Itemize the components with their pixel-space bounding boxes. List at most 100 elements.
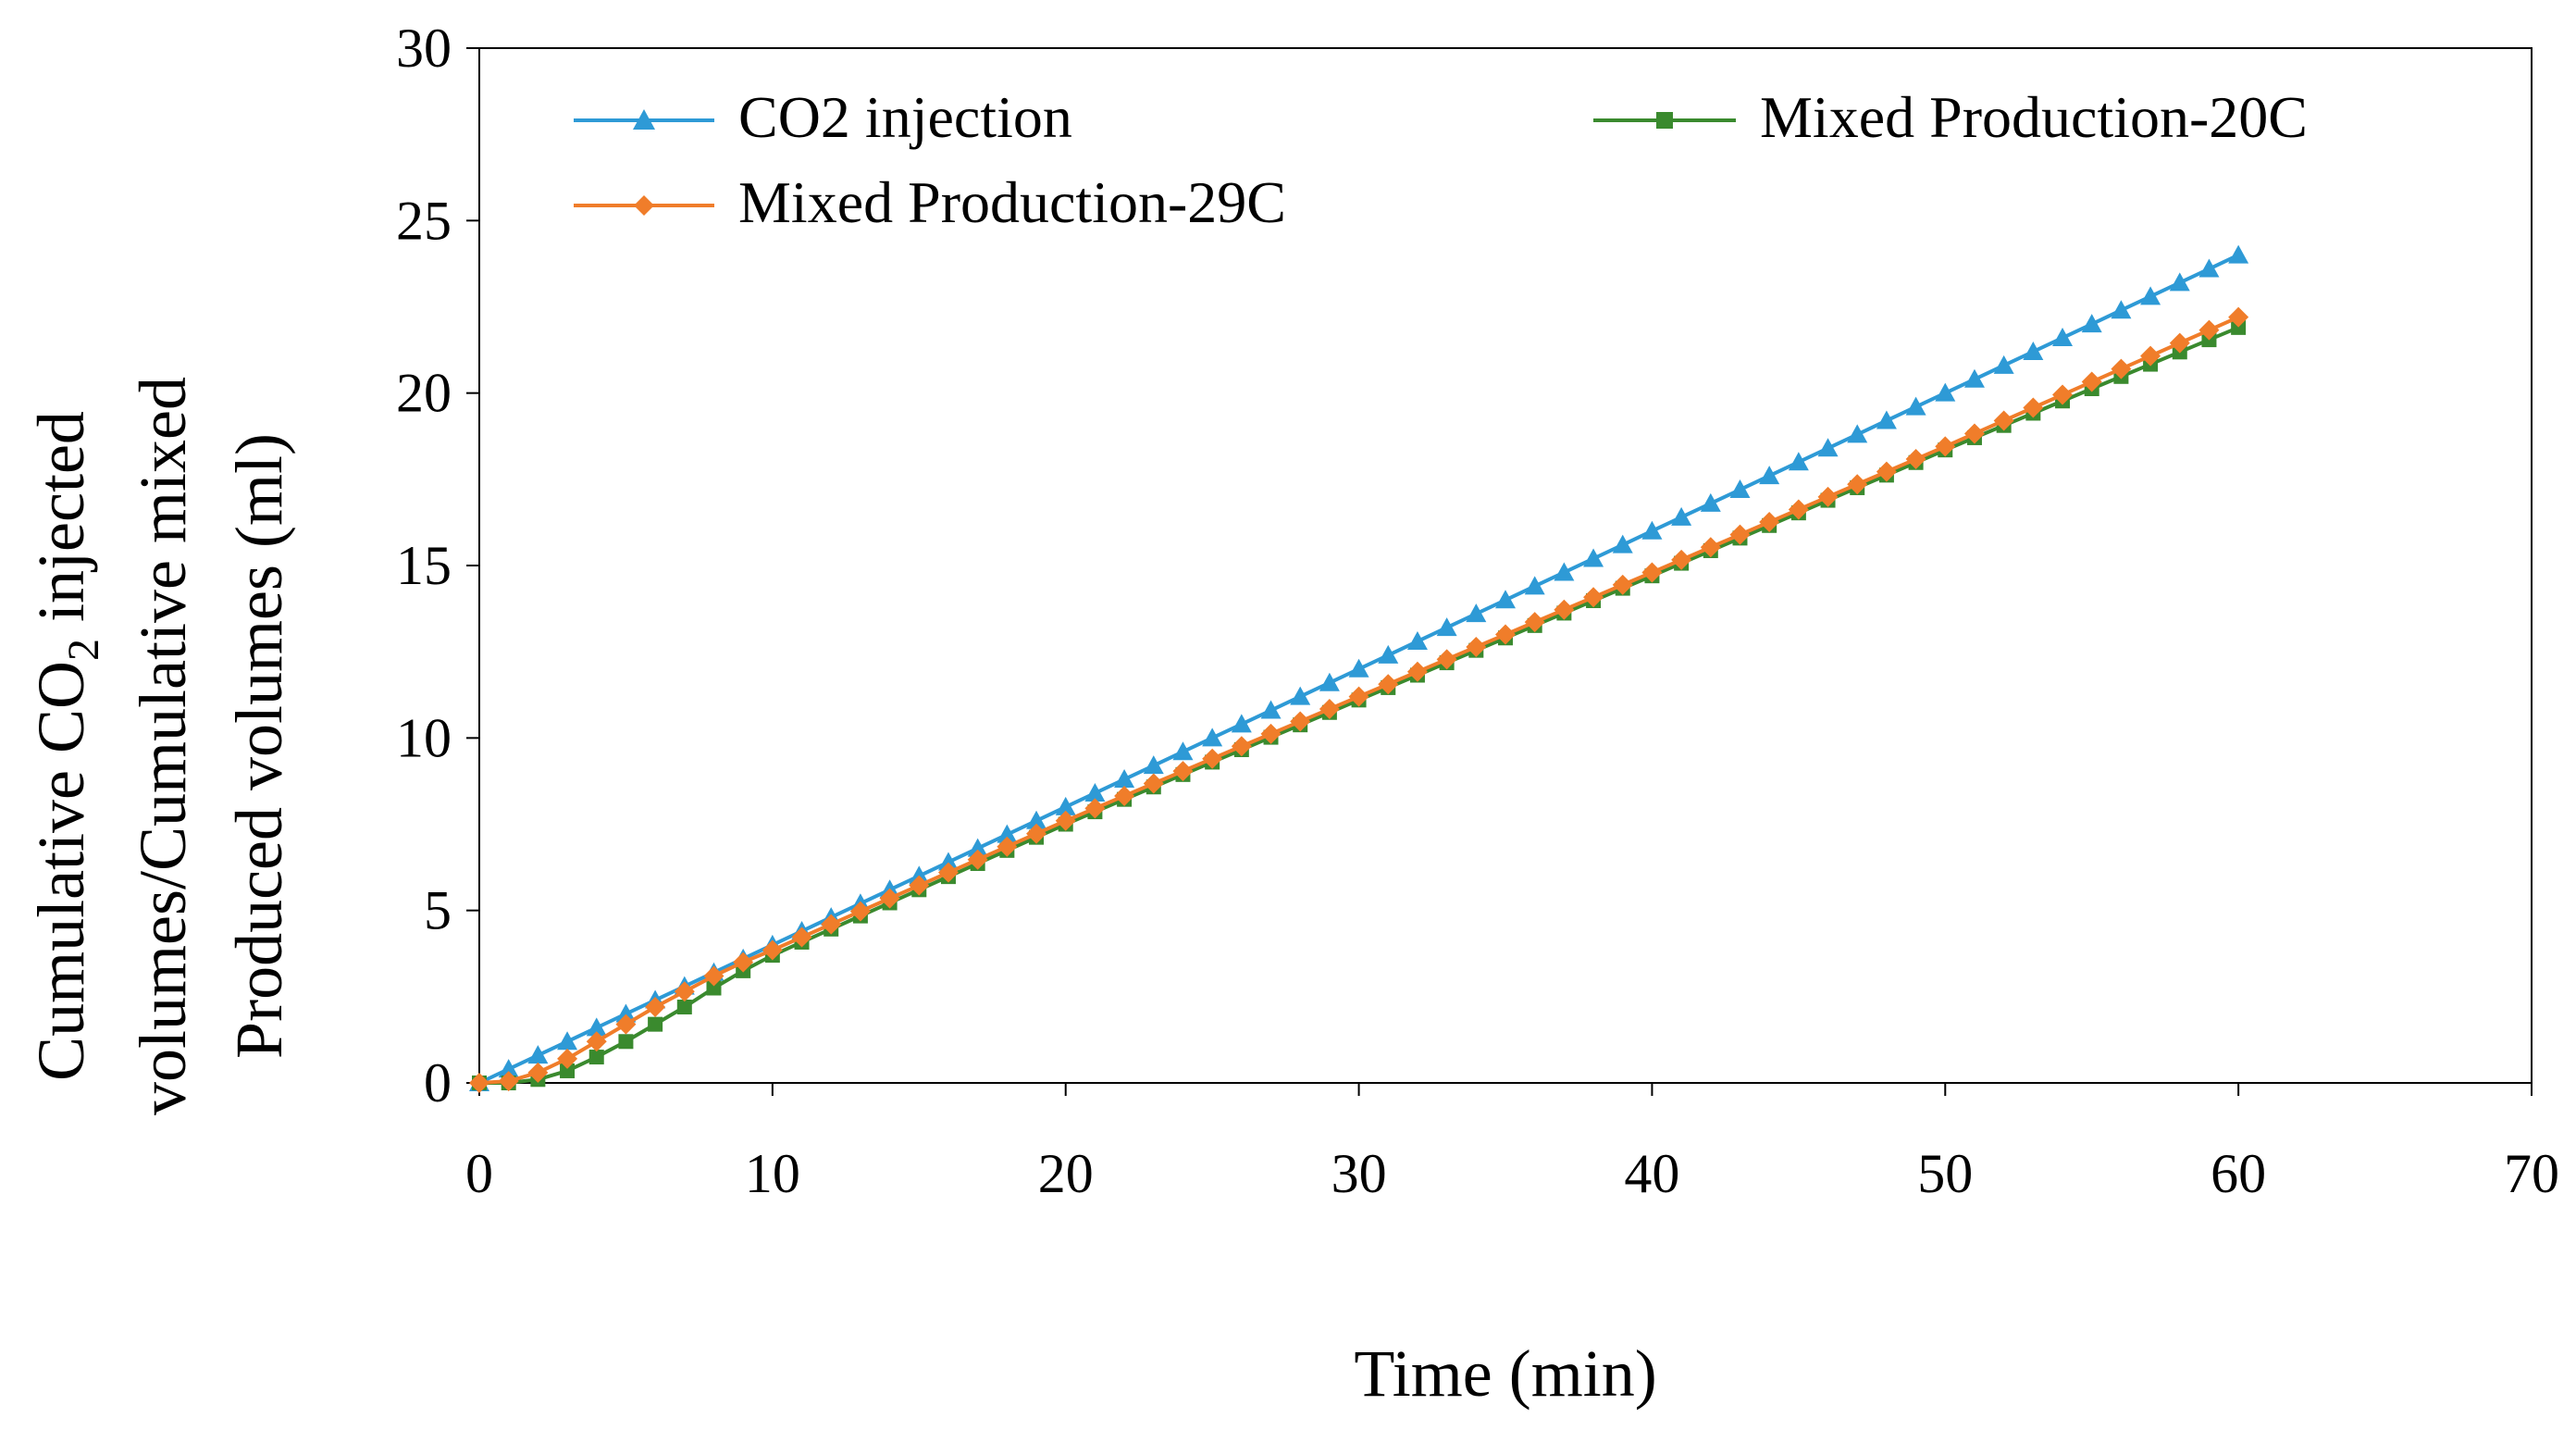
data-point-mixed-production-29c <box>1026 823 1047 844</box>
data-point-co2-injection <box>1876 410 1897 429</box>
data-point-co2-injection <box>1084 782 1106 802</box>
data-point-co2-injection <box>1172 741 1194 761</box>
data-point-mixed-production-29c <box>1290 711 1311 732</box>
data-point-mixed-production-29c <box>2198 319 2220 341</box>
data-point-mixed-production-29c <box>1260 723 1282 744</box>
data-point-mixed-production-29c <box>2023 397 2044 418</box>
data-point-mixed-production-29c <box>937 862 959 883</box>
data-point-mixed-production-29c <box>1524 612 1545 633</box>
data-point-co2-injection <box>1495 590 1516 609</box>
data-point-mixed-production-29c <box>849 901 871 922</box>
data-point-mixed-production-29c <box>1583 587 1604 608</box>
y-tick-label: 30 <box>396 18 452 79</box>
data-point-mixed-production-29c <box>2140 345 2161 367</box>
series-mixed-production-29c <box>469 306 2249 1093</box>
data-point-mixed-production-29c <box>2169 332 2190 354</box>
data-point-co2-injection <box>498 1059 519 1078</box>
data-point-co2-injection <box>1935 382 1956 402</box>
y-tick-label: 5 <box>424 880 452 941</box>
legend-marker-mixed-production-20c <box>1656 112 1673 129</box>
x-axis-title: Time (min) <box>1354 1337 1656 1411</box>
data-point-co2-injection <box>1788 452 1809 471</box>
data-point-mixed-production-20c <box>618 1034 634 1050</box>
y-tick-label: 10 <box>396 707 452 768</box>
y-axis-ticks: 0 5 10 15 20 25 30 <box>396 18 479 1113</box>
data-point-mixed-production-29c <box>1729 524 1751 545</box>
legend-label-co2-injection: CO2 injection <box>738 84 1072 150</box>
data-point-co2-injection <box>1993 354 2014 374</box>
data-point-co2-injection <box>586 1017 607 1037</box>
legend-entry-mixed-production-29c: Mixed Production-29C <box>574 169 1286 235</box>
data-point-mixed-production-29c <box>1700 537 1721 558</box>
data-point-co2-injection <box>937 852 959 871</box>
data-point-mixed-production-29c <box>1554 599 1575 620</box>
data-point-co2-injection <box>1759 466 1780 485</box>
data-point-mixed-production-29c <box>1055 810 1076 831</box>
data-point-mixed-production-29c <box>1612 574 1633 595</box>
y-tick-label: 15 <box>396 535 452 596</box>
data-point-mixed-production-29c <box>1817 486 1839 507</box>
y-axis-title: Cumulative CO2 injected volumes/Cumulati… <box>24 377 296 1115</box>
data-point-co2-injection <box>2081 314 2102 333</box>
data-point-mixed-production-29c <box>1495 624 1516 645</box>
data-point-mixed-production-29c <box>1231 736 1252 757</box>
data-point-co2-injection <box>2198 258 2220 278</box>
legend-entry-mixed-production-20c: Mixed Production-20C <box>1593 84 2308 150</box>
x-tick-label: 20 <box>1038 1143 1094 1204</box>
data-point-mixed-production-29c <box>1788 499 1809 520</box>
data-point-mixed-production-29c <box>1348 686 1369 707</box>
data-point-mixed-production-29c <box>1466 636 1487 657</box>
data-point-mixed-production-20c <box>2231 319 2247 335</box>
data-point-mixed-production-20c <box>560 1063 576 1078</box>
data-point-mixed-production-29c <box>586 1031 607 1052</box>
data-point-co2-injection <box>1436 617 1457 637</box>
x-axis-ticks: 0 10 20 30 40 50 60 70 <box>465 1083 2559 1204</box>
data-point-co2-injection <box>1963 368 1985 388</box>
x-tick-label: 30 <box>1331 1143 1387 1204</box>
data-point-mixed-production-29c <box>821 914 842 935</box>
y-axis-title-line-1: Cumulative CO2 injected <box>24 411 108 1081</box>
data-point-mixed-production-29c <box>1202 748 1223 769</box>
data-point-co2-injection <box>2111 300 2132 319</box>
data-point-mixed-production-29c <box>2052 384 2074 405</box>
data-point-co2-injection <box>1231 714 1252 733</box>
y-tick-label: 0 <box>424 1052 452 1113</box>
data-point-co2-injection <box>967 838 988 857</box>
data-point-co2-injection <box>1817 438 1839 457</box>
x-tick-label: 70 <box>2504 1143 2559 1204</box>
data-point-mixed-production-29c <box>967 849 988 870</box>
data-point-co2-injection <box>1406 630 1428 650</box>
data-point-co2-injection <box>1260 700 1282 719</box>
y-axis-title-line-2: volumes/Cumulative mixed <box>126 377 200 1115</box>
data-point-co2-injection <box>1466 603 1487 623</box>
data-point-mixed-production-20c <box>676 1000 692 1015</box>
data-point-co2-injection <box>1612 534 1633 553</box>
data-point-mixed-production-20c <box>648 1016 663 1032</box>
data-point-co2-injection <box>1583 548 1604 567</box>
legend-entry-co2-injection: CO2 injection <box>574 84 1072 150</box>
data-point-co2-injection <box>1641 520 1663 540</box>
data-point-co2-injection <box>1055 796 1076 815</box>
data-point-mixed-production-29c <box>469 1073 489 1093</box>
x-tick-label: 0 <box>465 1143 493 1204</box>
y-axis-title-line-3: Produced volumes (ml) <box>222 433 296 1059</box>
data-point-co2-injection <box>1026 810 1047 829</box>
x-tick-label: 50 <box>1917 1143 1973 1204</box>
data-point-mixed-production-20c <box>588 1050 604 1065</box>
data-point-co2-injection <box>2228 244 2249 264</box>
data-point-mixed-production-29c <box>791 926 812 948</box>
x-tick-label: 40 <box>1624 1143 1679 1204</box>
data-point-mixed-production-29c <box>2111 358 2132 379</box>
data-point-co2-injection <box>1729 479 1751 499</box>
y-axis-title-subscript: 2 <box>59 639 108 661</box>
data-point-mixed-production-29c <box>997 836 1018 857</box>
data-point-co2-injection <box>1378 644 1399 664</box>
legend: CO2 injection Mixed Production-29C Mixed… <box>574 84 2308 235</box>
data-point-mixed-production-29c <box>703 965 724 987</box>
data-point-mixed-production-29c <box>1671 549 1692 570</box>
data-point-mixed-production-29c <box>1935 436 1956 457</box>
data-point-mixed-production-29c <box>879 888 900 909</box>
data-point-co2-injection <box>1847 424 1868 443</box>
data-point-co2-injection <box>2052 328 2074 347</box>
series-layer <box>469 244 2249 1093</box>
